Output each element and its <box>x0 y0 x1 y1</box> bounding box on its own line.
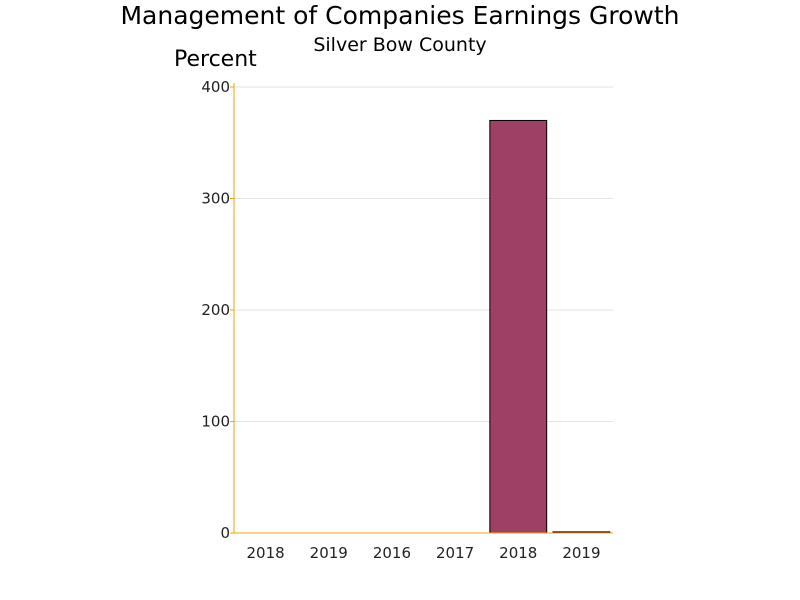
chart-subtitle: Silver Bow County <box>313 34 487 56</box>
x-tick-labels: 2018 2019 2016 2017 2018 2019 <box>246 544 600 562</box>
grid-lines <box>234 86 613 422</box>
axes <box>230 83 613 534</box>
y-tick-labels: 0 100 200 300 400 <box>201 78 230 542</box>
y-tick-label: 200 <box>201 301 230 319</box>
y-tick-label: 0 <box>220 524 230 542</box>
y-axis-label: Percent <box>174 47 257 72</box>
x-tick-label: 2019 <box>562 544 600 562</box>
y-tick-label: 400 <box>201 78 230 96</box>
x-tick-label: 2019 <box>310 544 348 562</box>
x-tick-label: 2018 <box>499 544 537 562</box>
bar <box>489 119 548 534</box>
chart-title: Management of Companies Earnings Growth <box>120 1 680 30</box>
y-tick-label: 300 <box>201 190 230 208</box>
y-tick-label: 100 <box>201 413 230 431</box>
x-tick-label: 2017 <box>436 544 474 562</box>
x-tick-label: 2018 <box>246 544 284 562</box>
bars <box>489 119 611 534</box>
x-tick-label: 2016 <box>373 544 411 562</box>
